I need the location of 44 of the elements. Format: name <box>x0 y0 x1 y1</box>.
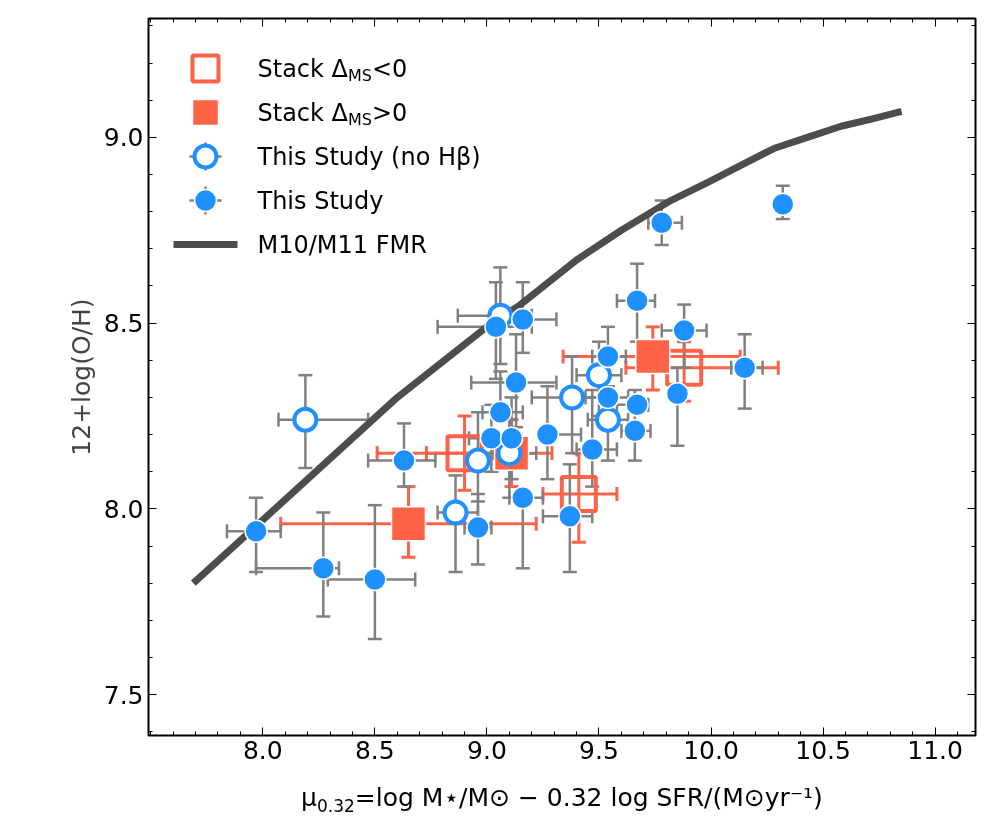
point <box>535 422 560 447</box>
point <box>442 499 469 526</box>
x-tick-label: 10.5 <box>795 735 851 765</box>
point <box>484 315 508 339</box>
point <box>244 519 268 543</box>
y-tick-label: 9.0 <box>103 123 144 153</box>
y-tick-label: 8.5 <box>103 309 144 339</box>
point <box>580 437 605 462</box>
x-tick-label: 9.0 <box>467 735 507 765</box>
point <box>504 370 528 395</box>
legend-label: This Study (no Hβ) <box>256 142 481 171</box>
point <box>732 355 757 380</box>
point <box>392 448 416 473</box>
point <box>672 318 696 343</box>
point <box>292 406 319 433</box>
y-tick-label: 7.5 <box>103 680 144 710</box>
point <box>625 289 649 313</box>
y-axis-title: 12+log(O/H) <box>66 298 96 456</box>
point <box>479 426 504 451</box>
y-tick-label: 8.0 <box>103 494 144 524</box>
point <box>311 556 336 581</box>
point <box>635 338 671 375</box>
point <box>596 344 620 369</box>
x-tick-label: 9.5 <box>579 735 619 765</box>
point <box>771 192 795 216</box>
point <box>363 567 387 592</box>
point <box>445 434 484 473</box>
point <box>488 400 513 425</box>
point <box>499 426 524 451</box>
point <box>623 419 647 443</box>
point <box>594 406 621 433</box>
point <box>390 505 427 542</box>
x-tick-label: 8.5 <box>354 735 395 765</box>
point <box>559 475 598 514</box>
legend-label: M10/M11 FMR <box>257 230 427 259</box>
x-tick-label: 10.0 <box>683 735 739 765</box>
point <box>558 504 582 529</box>
x-tick-label: 11.0 <box>907 735 963 765</box>
legend-label: This Study <box>256 186 384 215</box>
point <box>665 348 704 387</box>
point <box>649 211 674 235</box>
point <box>665 381 690 406</box>
point <box>511 486 535 510</box>
x-tick-label: 8.0 <box>242 735 283 765</box>
